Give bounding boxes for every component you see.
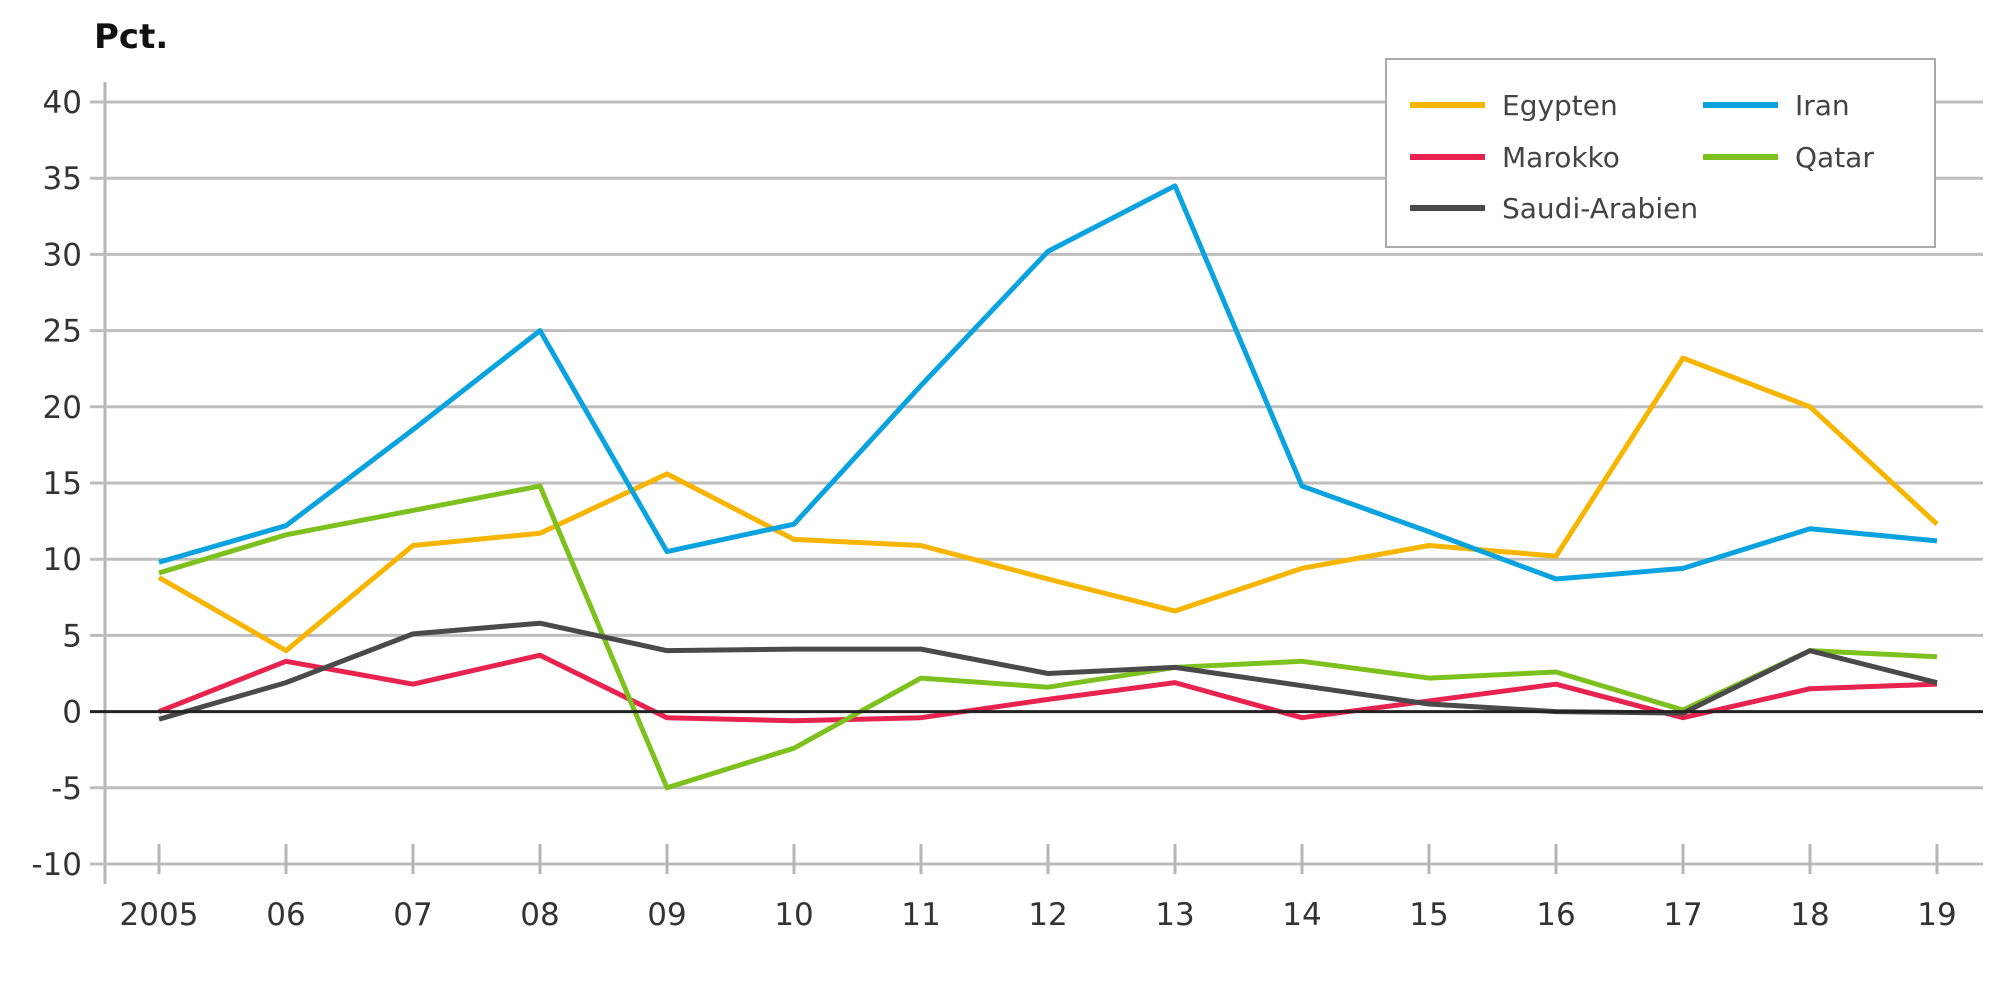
legend-label: Qatar <box>1795 141 1874 174</box>
legend-label: Saudi-Arabien <box>1502 192 1698 225</box>
y-tick-label: 35 <box>43 161 82 197</box>
legend: Egypten Iran Marokko Qatar Saudi-Arabien <box>1386 59 1935 247</box>
legend-label: Iran <box>1795 89 1850 122</box>
x-tick-label: 06 <box>266 897 305 933</box>
x-axis-ticks: 2005 06 07 08 09 10 11 12 13 14 15 16 17 18 19 <box>120 844 1957 933</box>
x-tick-label: 16 <box>1536 897 1575 933</box>
series-line-qatar <box>159 486 1937 788</box>
x-tick-label: 14 <box>1282 897 1321 933</box>
y-tick-label: -5 <box>51 771 82 807</box>
y-tick-label: -10 <box>31 847 82 883</box>
y-tick-label: 25 <box>43 314 82 350</box>
series-line-egypten <box>159 358 1937 651</box>
y-tick-label: 40 <box>43 85 82 121</box>
series-lines <box>90 186 1983 788</box>
x-tick-label: 2005 <box>120 897 199 933</box>
y-tick-label: 30 <box>43 237 82 273</box>
legend-label: Marokko <box>1502 141 1620 174</box>
y-tick-label: 10 <box>43 542 82 578</box>
y-axis-unit-label: Pct. <box>94 17 168 57</box>
x-tick-label: 12 <box>1028 897 1067 933</box>
x-tick-label: 17 <box>1663 897 1702 933</box>
y-axis-ticks: 40 35 30 25 20 15 10 5 0 -5 -10 <box>31 85 82 883</box>
x-tick-label: 07 <box>393 897 432 933</box>
x-tick-label: 10 <box>774 897 813 933</box>
x-tick-label: 13 <box>1155 897 1194 933</box>
y-tick-label: 5 <box>62 618 82 654</box>
x-tick-label: 11 <box>901 897 940 933</box>
y-tick-label: 20 <box>43 390 82 426</box>
x-tick-label: 08 <box>520 897 559 933</box>
y-tick-label: 0 <box>62 695 82 731</box>
legend-label: Egypten <box>1502 89 1618 122</box>
x-tick-label: 19 <box>1917 897 1956 933</box>
x-tick-label: 15 <box>1409 897 1448 933</box>
x-tick-label: 18 <box>1790 897 1829 933</box>
y-tick-label: 15 <box>43 466 82 502</box>
x-tick-label: 09 <box>647 897 686 933</box>
